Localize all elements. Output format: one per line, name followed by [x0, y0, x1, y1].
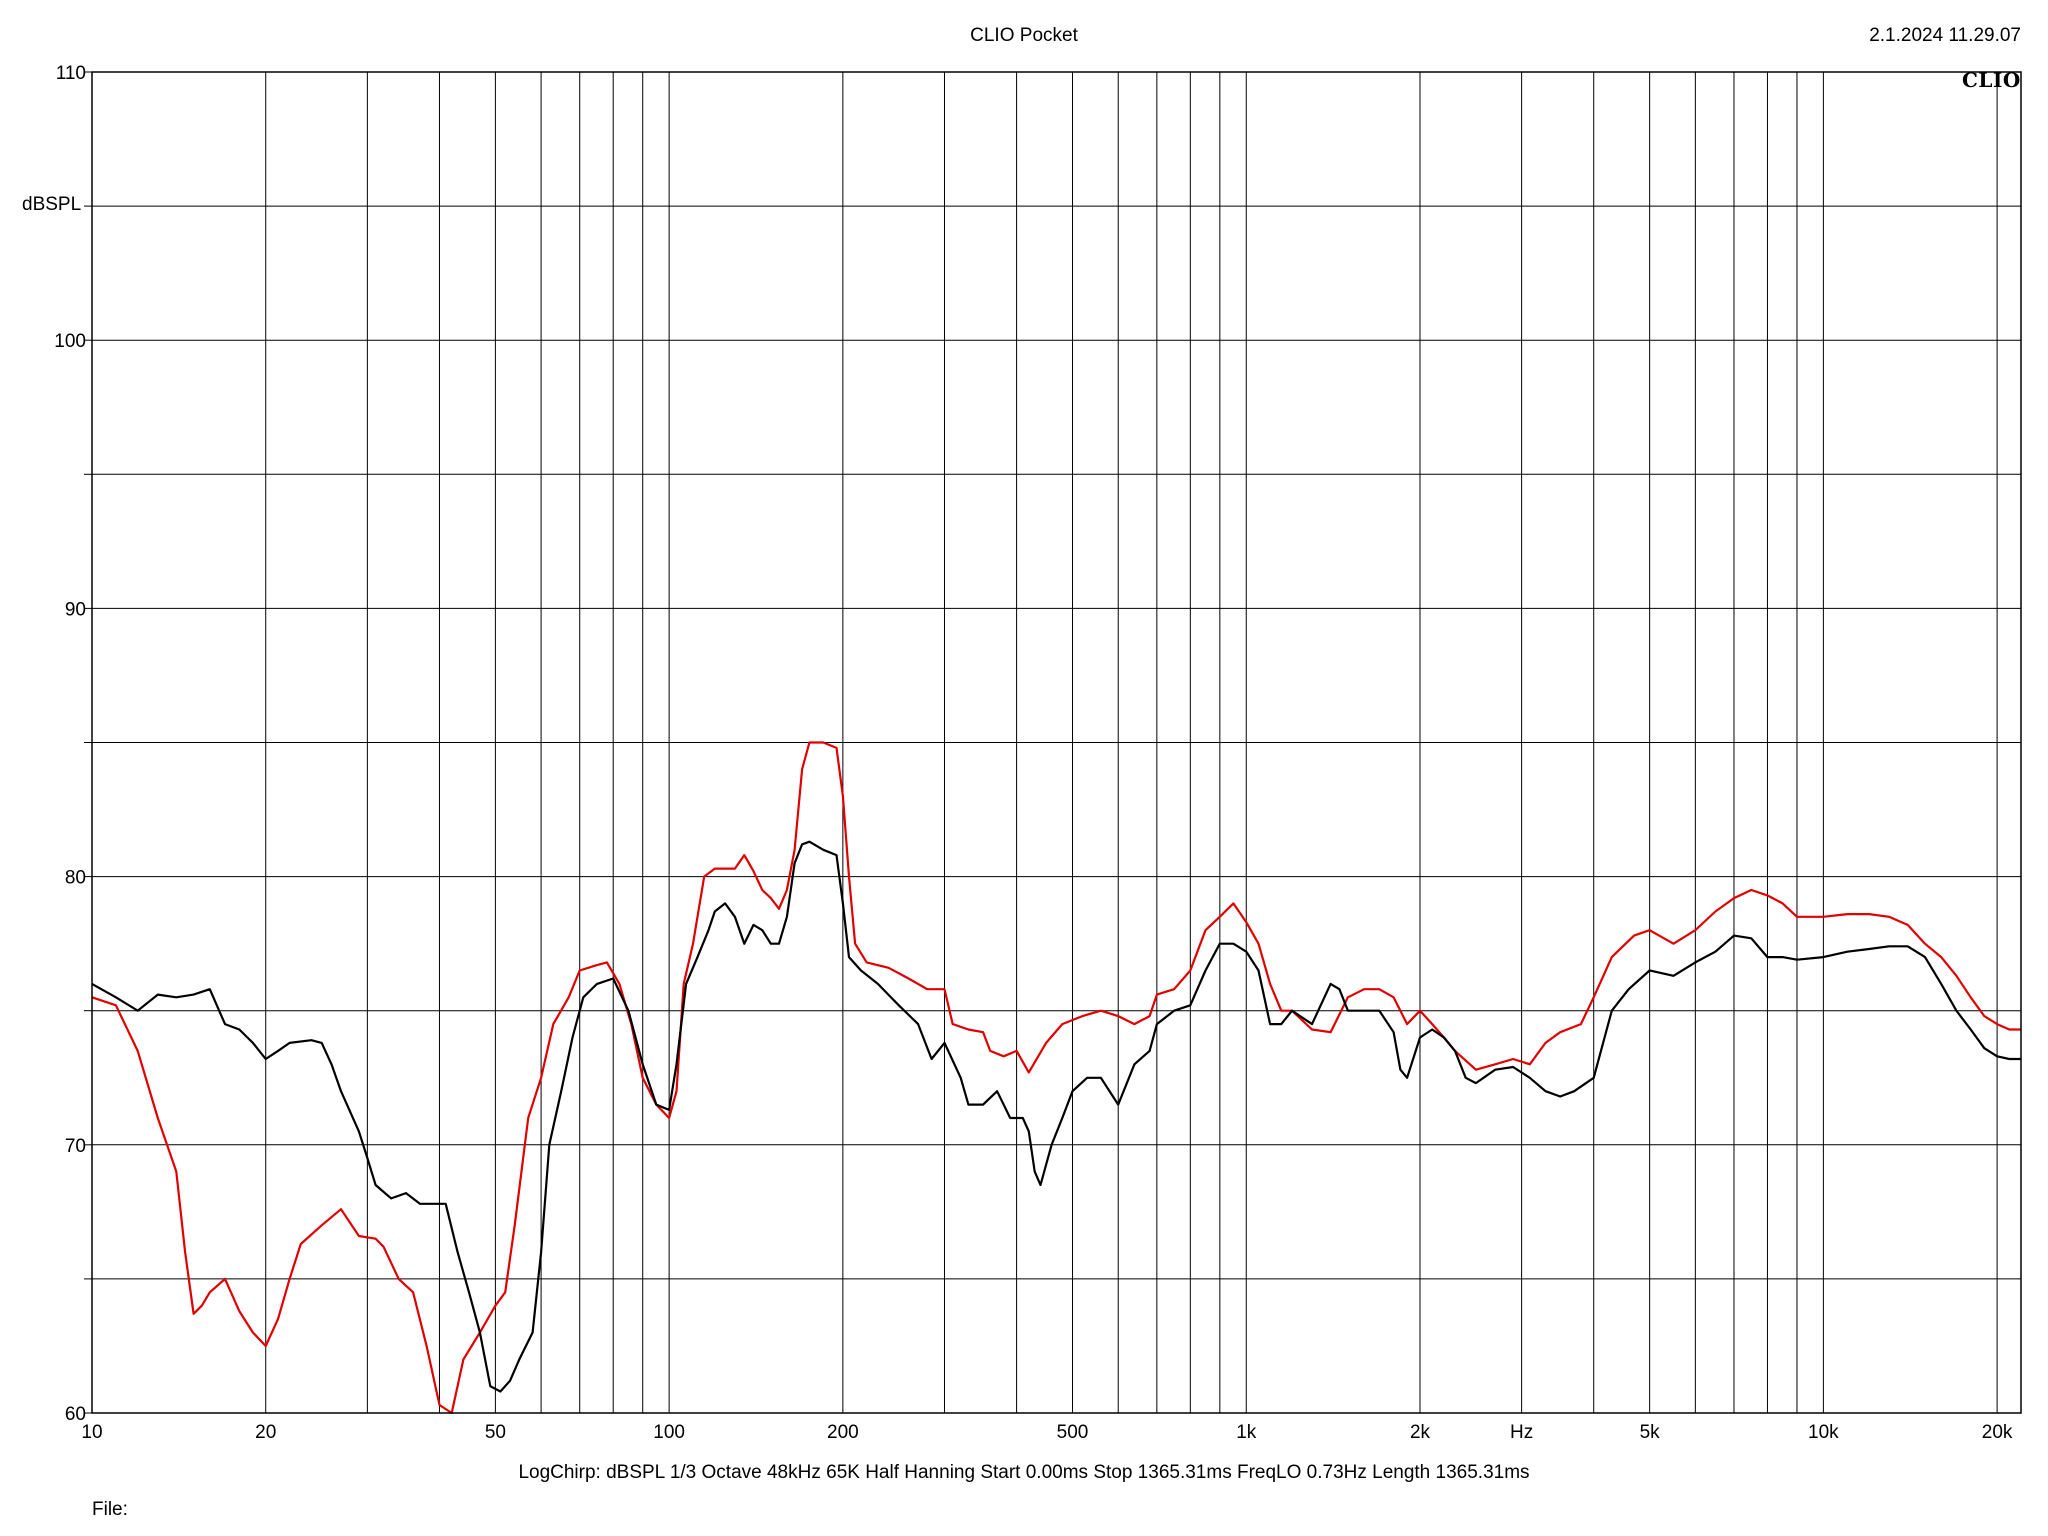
y-tick-label: 100 — [54, 331, 86, 352]
clio-logo: CLIO — [1962, 68, 2021, 92]
tick-labels: 10 20 50 100 200 500 1k 2k 5k 10k 20k Hz 110 100 90 80 7… — [54, 63, 2013, 1443]
x-tick-label: 1k — [1236, 1422, 1257, 1443]
chart-title: CLIO Pocket — [970, 25, 1078, 46]
x-tick-label: 20k — [1982, 1422, 2013, 1443]
x-tick-label: 500 — [1057, 1422, 1089, 1443]
x-tick-label: 50 — [485, 1422, 506, 1443]
x-tick-label: 5k — [1640, 1422, 1661, 1443]
y-tick-label: 90 — [65, 599, 86, 620]
plot-frame — [91, 71, 2022, 1414]
timestamp: 2.1.2024 11.29.07 — [1869, 25, 2021, 46]
y-tick-label: 60 — [65, 1404, 86, 1425]
x-tick-label: 200 — [827, 1422, 859, 1443]
file-label: File: — [92, 1499, 128, 1520]
x-tick-label: 2k — [1410, 1422, 1431, 1443]
y-tick-label: 70 — [65, 1136, 86, 1157]
x-tick-label: 10 — [81, 1422, 102, 1443]
series-group — [91, 741, 2021, 1415]
x-tick-label: 100 — [653, 1422, 685, 1443]
x-tick-label: 10k — [1808, 1422, 1839, 1443]
series-line — [91, 840, 2021, 1393]
y-tick-label: 110 — [56, 63, 86, 84]
x-tick-label: 20 — [255, 1422, 276, 1443]
y-axis-label: dBSPL — [22, 194, 82, 215]
series-line — [91, 741, 2021, 1415]
y-tick-label: 80 — [65, 868, 86, 889]
grid — [84, 71, 2021, 1414]
measurement-settings: LogChirp: dBSPL 1/3 Octave 48kHz 65K Hal… — [518, 1462, 1530, 1483]
x-axis-unit-label: Hz — [1510, 1422, 1533, 1443]
